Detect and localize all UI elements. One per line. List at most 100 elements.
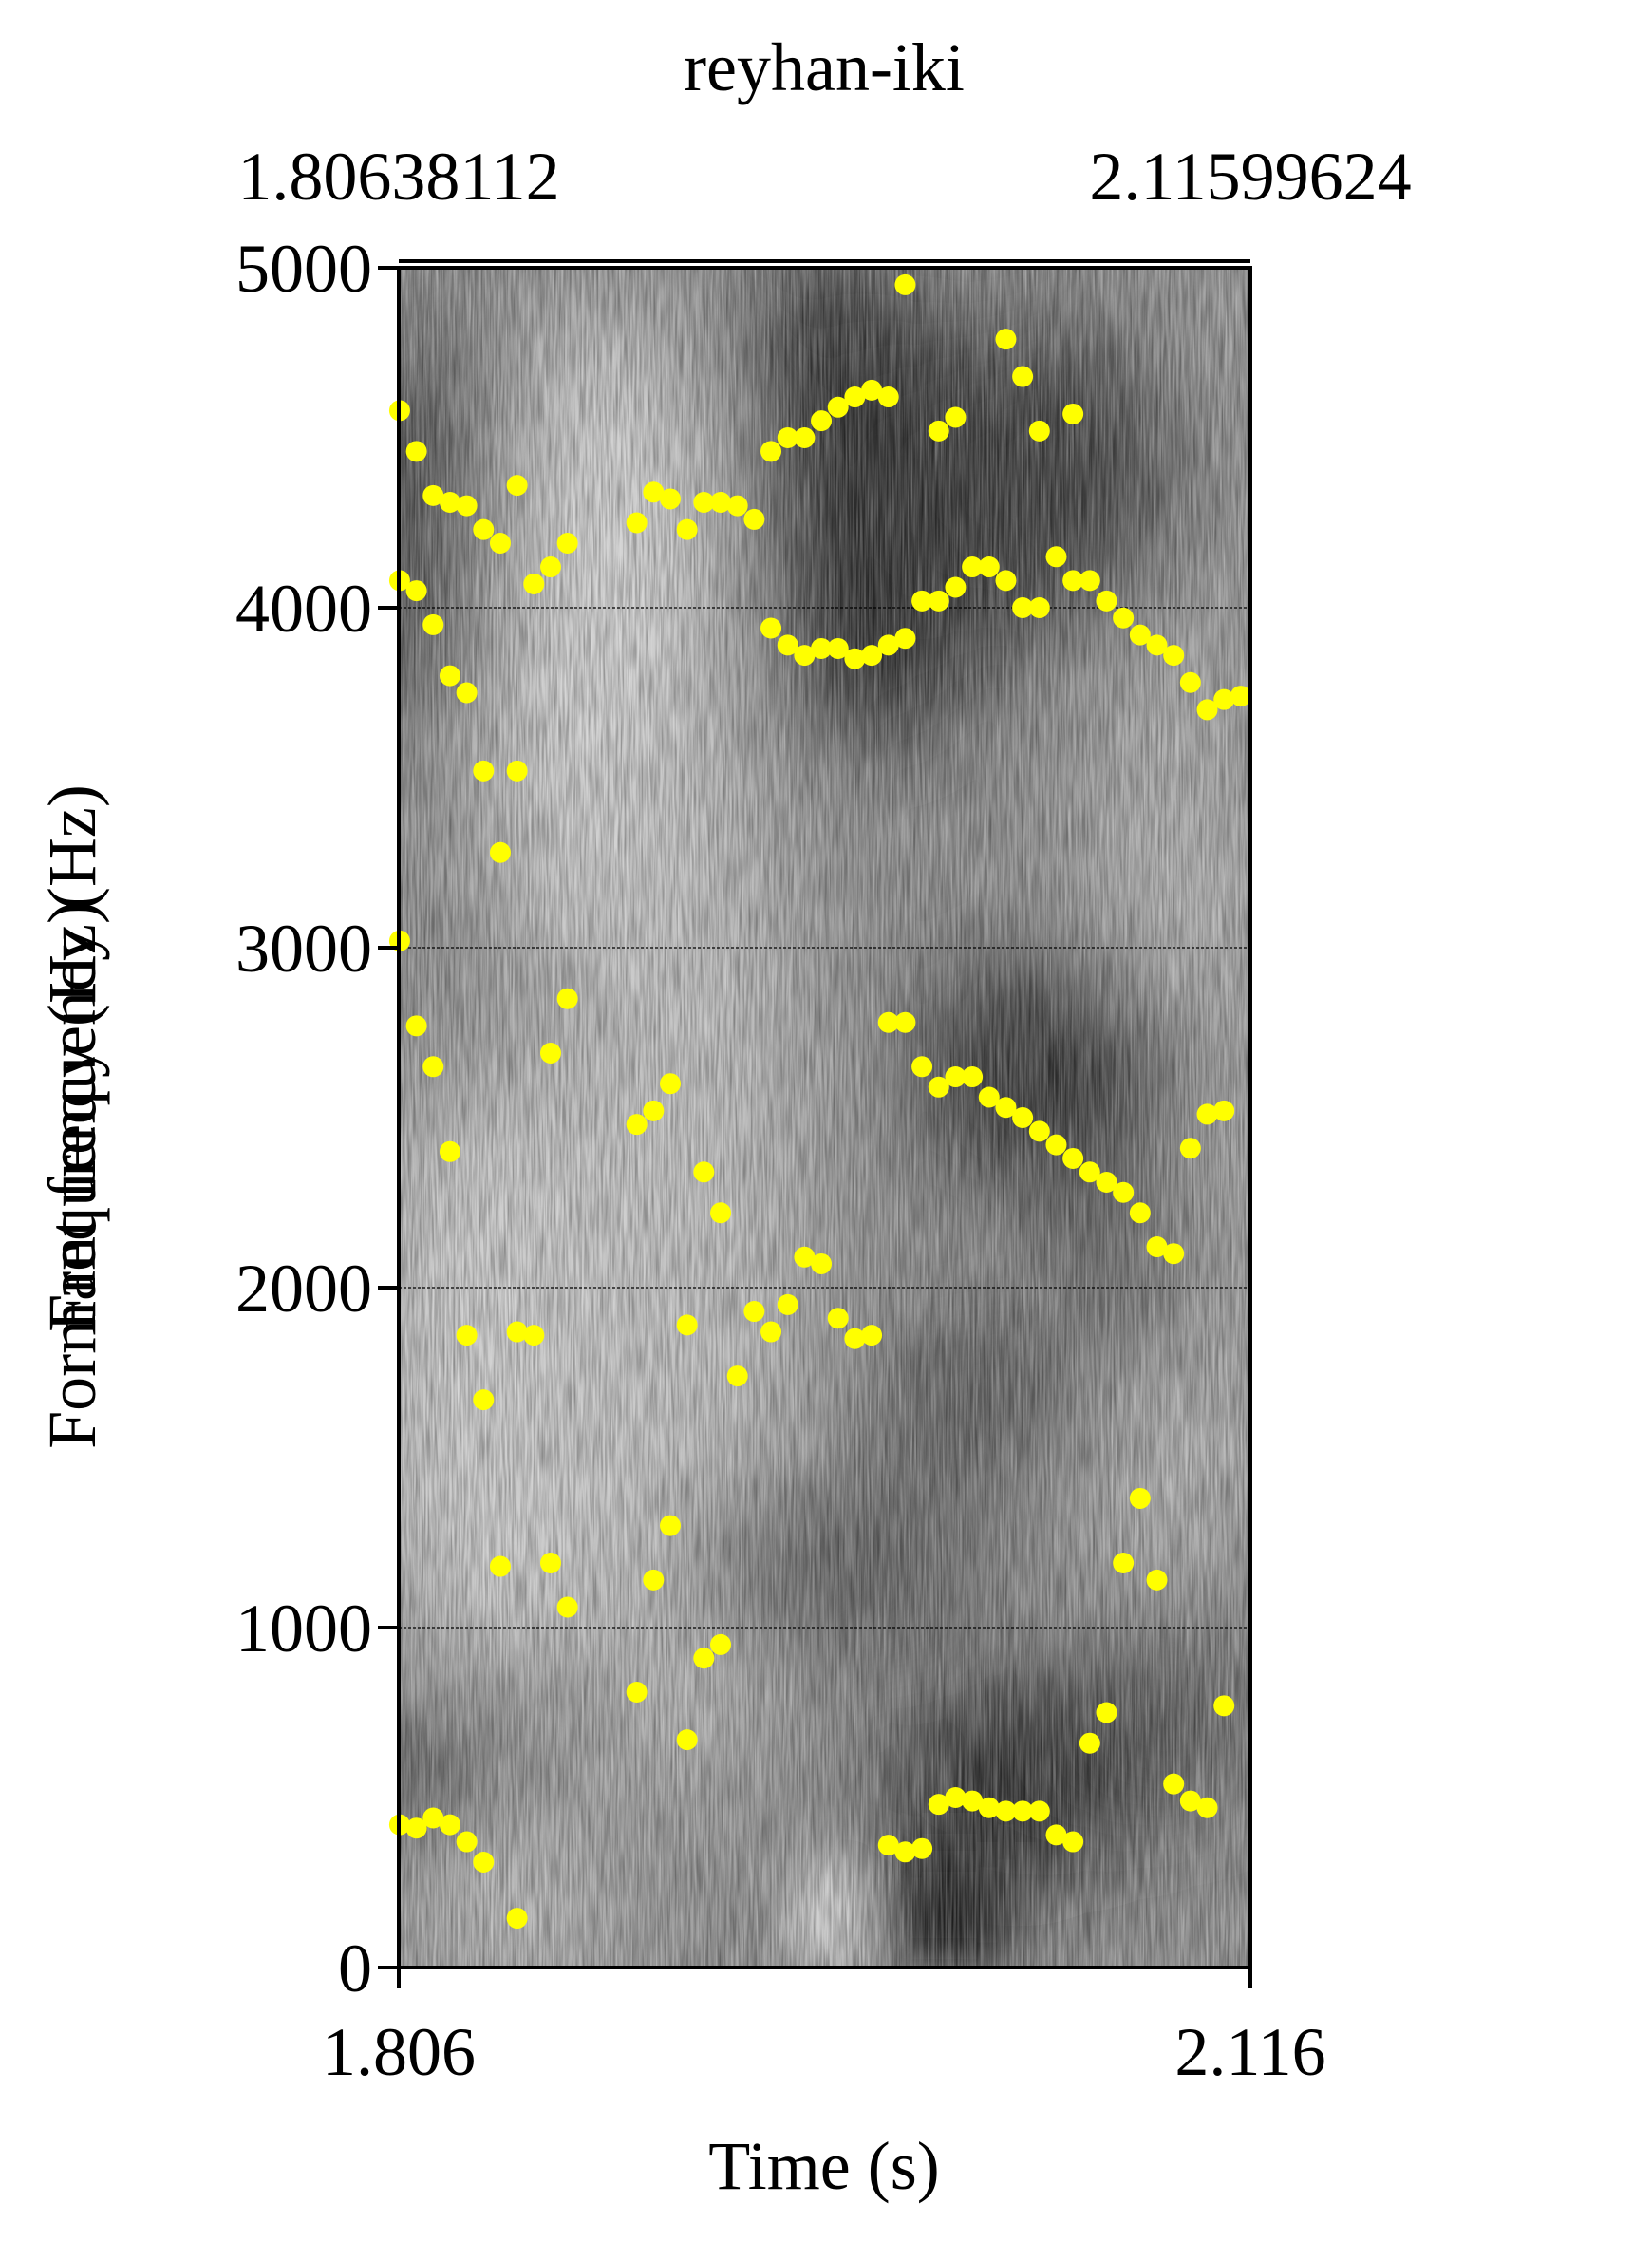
formant-point (1196, 1797, 1218, 1818)
formant-point (1028, 1800, 1050, 1822)
formant-point (962, 1066, 984, 1088)
formant-point (556, 988, 578, 1009)
formant-point (811, 1252, 833, 1274)
formant-point (995, 1800, 1017, 1822)
formant-point (1096, 1172, 1117, 1194)
formant-point (676, 1314, 698, 1336)
formant-point (894, 1011, 916, 1033)
formant-point (473, 518, 495, 540)
formant-point (894, 1841, 916, 1863)
formant-point (811, 637, 833, 659)
formant-point (726, 495, 748, 517)
formant-point (928, 1076, 949, 1098)
formant-point (928, 1794, 949, 1816)
formant-point (827, 637, 849, 659)
formant-point (1129, 624, 1151, 646)
formant-point (1062, 1831, 1084, 1853)
formant-point (743, 1301, 765, 1323)
formant-point (660, 1515, 682, 1536)
formant-point (861, 645, 883, 667)
formant-point (422, 484, 444, 506)
formant-point (422, 1807, 444, 1829)
formant-point (556, 1596, 578, 1618)
formant-point (456, 495, 478, 517)
formant-point (660, 488, 682, 510)
y-tick-label: 4000 (235, 571, 372, 647)
formant-point (844, 386, 866, 408)
formant-point (794, 427, 816, 448)
formant-point (894, 273, 916, 295)
formant-point (962, 1790, 984, 1812)
formant-point (726, 1365, 748, 1387)
formant-point (1113, 1181, 1135, 1203)
x-axis: 1.806 2.116 (322, 1968, 1326, 2090)
formant-point (1129, 1487, 1151, 1509)
formant-point (405, 1817, 427, 1839)
spectrogram (399, 268, 1250, 1968)
formant-point (945, 1066, 967, 1088)
formant-point (894, 628, 916, 650)
formant-point (1079, 570, 1100, 592)
formant-point (978, 1086, 1000, 1108)
formant-point (643, 481, 665, 503)
formant-point (1113, 1552, 1135, 1573)
formant-point (422, 613, 444, 635)
formant-point (1096, 590, 1117, 612)
formant-point (1163, 1773, 1185, 1795)
y-axis-label-overlap: Frequency (Hz) (34, 901, 110, 1332)
top-time-left: 1.80638112 (237, 139, 559, 215)
formant-point (760, 1321, 782, 1343)
formant-point (777, 634, 798, 656)
formant-point (693, 1161, 715, 1183)
formant-point (422, 1056, 444, 1078)
formant-point (1146, 1236, 1168, 1258)
formant-point (710, 492, 732, 514)
formant-point (1079, 1161, 1100, 1183)
formant-point (1012, 597, 1034, 618)
formant-point (710, 1202, 732, 1224)
x-tick-label: 1.806 (322, 2014, 476, 2090)
formant-point (626, 1682, 648, 1704)
formant-point (473, 1389, 495, 1411)
formant-point (643, 1100, 665, 1121)
formant-point (978, 556, 1000, 578)
x-tick-label: 2.116 (1174, 2014, 1325, 2090)
formant-point (1062, 570, 1084, 592)
formant-point (693, 492, 715, 514)
formant-point (962, 556, 984, 578)
formant-point (1062, 1147, 1084, 1169)
formant-point (506, 760, 528, 782)
formant-point (1045, 1134, 1067, 1156)
formant-point (1012, 366, 1034, 387)
top-time-right: 2.11599624 (1089, 139, 1411, 215)
formant-point (861, 1325, 883, 1346)
formant-point (811, 410, 833, 432)
chart-title: reyhan-iki (684, 29, 965, 105)
formant-point (928, 420, 949, 442)
formant-point (1163, 1243, 1185, 1265)
formant-point (877, 386, 899, 408)
formant-point (760, 617, 782, 639)
formant-point (523, 1325, 545, 1346)
formant-point (928, 590, 949, 612)
formant-point (676, 518, 698, 540)
formant-point (760, 441, 782, 462)
y-tick-label: 1000 (235, 1591, 372, 1667)
formant-point (1179, 671, 1201, 693)
formant-point (405, 1015, 427, 1037)
formant-point (626, 1114, 648, 1136)
formant-point (1028, 597, 1050, 618)
formant-point (1113, 607, 1135, 629)
formant-point (1045, 546, 1067, 568)
formant-point (660, 1073, 682, 1095)
formant-point (1213, 1100, 1235, 1121)
formant-point (489, 841, 511, 863)
formant-point (456, 682, 478, 704)
formant-point (844, 1328, 866, 1349)
formant-point (844, 648, 866, 669)
formant-point (456, 1831, 478, 1853)
plot-frame (397, 266, 1252, 1969)
formant-point (1213, 1695, 1235, 1717)
formant-point (1096, 1702, 1117, 1723)
